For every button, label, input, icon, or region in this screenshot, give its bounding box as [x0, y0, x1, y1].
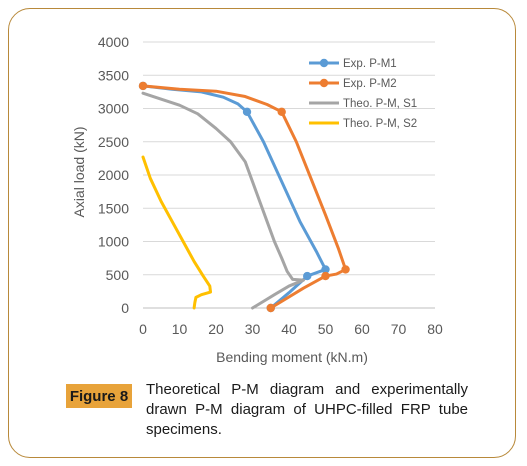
x-tick-label: 0 — [139, 321, 147, 337]
legend: Exp. P-M1 Exp. P-M2 Theo. P-M, S1 Theo. P-M… — [309, 58, 417, 130]
y-axis-title: Axial load (kN) — [71, 126, 87, 217]
y-tick-label: 0 — [121, 300, 129, 316]
x-tick-label: 60 — [354, 321, 370, 337]
data-point — [242, 107, 252, 117]
legend-label: Exp. P-M2 — [343, 78, 397, 90]
x-tick-label: 70 — [391, 321, 407, 337]
series-markers — [138, 81, 350, 313]
x-tick-label: 50 — [318, 321, 334, 337]
x-tick-label: 20 — [208, 321, 224, 337]
legend-marker — [319, 78, 329, 88]
data-point — [266, 303, 275, 313]
legend-marker — [319, 58, 329, 68]
figure-frame — [8, 8, 516, 458]
figure-caption: Theoretical P-M diagram and experimental… — [146, 381, 468, 438]
x-axis-title: Bending moment (kN.m) — [216, 349, 368, 365]
gridlines — [143, 41, 435, 309]
x-tick-label: 30 — [245, 321, 261, 337]
pm-diagram-chart: 0 500 1000 1500 2000 2500 3000 3500 4000 0 10 20 30… — [71, 34, 443, 365]
legend-label: Theo. P-M, S1 — [343, 98, 417, 110]
y-tick-label: 1000 — [98, 234, 129, 250]
y-tick-label: 2000 — [98, 167, 129, 183]
data-point — [277, 107, 286, 117]
data-point — [321, 265, 330, 274]
y-tick-label: 1500 — [98, 200, 129, 216]
figure-label: Figure 8 — [66, 384, 132, 408]
y-tick-label: 3000 — [98, 101, 129, 117]
series-line-2 — [141, 84, 348, 310]
y-tick-labels: 0 500 1000 1500 2000 2500 3000 3500 4000 — [98, 34, 129, 316]
legend-label: Theo. P-M, S2 — [343, 118, 417, 130]
series-line-3 — [141, 91, 306, 310]
data-point — [341, 265, 350, 274]
y-tick-label: 2500 — [98, 134, 129, 150]
x-tick-label: 10 — [172, 321, 188, 337]
legend-label: Exp. P-M1 — [343, 58, 397, 70]
y-tick-label: 3500 — [98, 67, 129, 83]
series-line-4 — [141, 155, 213, 310]
data-point — [303, 271, 312, 281]
x-tick-label: 40 — [281, 321, 297, 337]
data-point — [321, 271, 330, 281]
data-point — [138, 81, 148, 91]
x-tick-label: 80 — [427, 321, 443, 337]
y-tick-label: 4000 — [98, 34, 129, 50]
y-tick-label: 500 — [106, 267, 130, 283]
x-tick-labels: 0 10 20 30 40 50 60 70 80 — [139, 321, 443, 337]
